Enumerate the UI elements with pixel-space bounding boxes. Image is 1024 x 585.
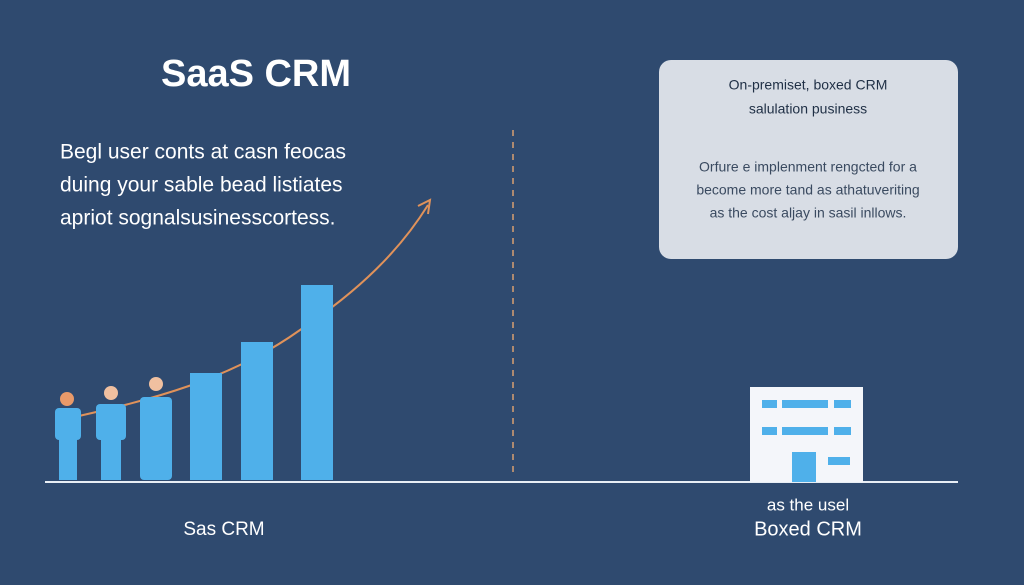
box-line [782, 400, 828, 408]
bar [190, 373, 222, 480]
intro: Begl user conts at casn feocas duing you… [60, 141, 346, 230]
box-door [792, 452, 816, 482]
card-body-line: become more tand as athatuveriting [696, 182, 919, 198]
bar [301, 285, 333, 480]
growth-arrow [69, 204, 429, 419]
intro-line: apriot sognalsusinesscortess. [60, 207, 335, 230]
card-body-line: as the cost aljay in sasil inllows. [710, 205, 907, 221]
box-line [762, 400, 777, 408]
box-line [834, 400, 851, 408]
person-head [149, 377, 163, 391]
card-body-line: Orfure e implenment rengcted for a [699, 159, 917, 175]
intro-line: Begl user conts at casn feocas [60, 141, 346, 164]
card-body: Orfure e implenment rengcted for a becom… [696, 159, 919, 221]
box-line [834, 427, 851, 435]
bar [241, 342, 273, 480]
people [55, 377, 172, 480]
person-head [60, 392, 74, 406]
intro-line: duing your sable bead listiates [60, 174, 343, 197]
boxed-icon [750, 387, 863, 482]
right-caption: as the usel [767, 495, 849, 514]
person-legs [101, 438, 121, 480]
person-head [104, 386, 118, 400]
arrow-head [417, 198, 432, 215]
box-line [828, 457, 850, 465]
right-label: Boxed CRM [754, 518, 862, 540]
person-body [140, 397, 172, 480]
bars [190, 285, 333, 480]
left-label: Sas CRM [183, 519, 264, 540]
info-card [659, 60, 958, 259]
person-legs [59, 438, 77, 480]
card-title-line: On-premiset, boxed CRM [729, 77, 888, 93]
title: SaaS CRM [161, 53, 351, 95]
card-title-line: salulation pusiness [749, 101, 867, 117]
box-line [782, 427, 828, 435]
card-title: On-premiset, boxed CRM salulation pusine… [729, 77, 888, 117]
person-body [96, 404, 126, 440]
person-body [55, 408, 81, 440]
box-line [762, 427, 777, 435]
